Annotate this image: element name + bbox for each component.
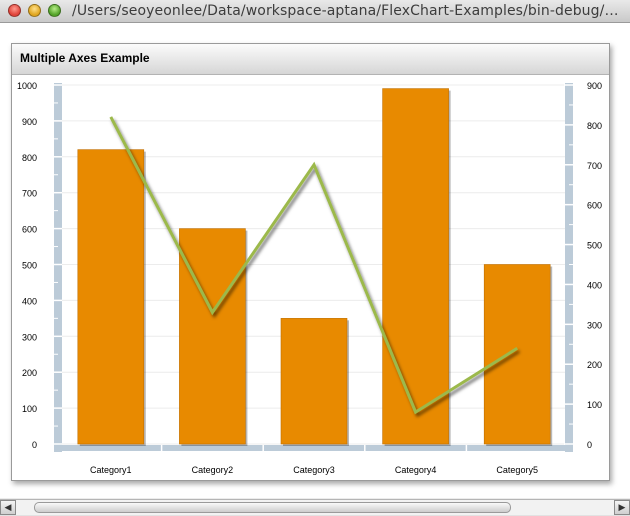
category-label: Category2 [192,465,234,475]
right-axis-tick-label: 100 [587,400,602,410]
left-axis-tick-label: 400 [22,296,37,306]
bar [281,318,347,444]
horizontal-scrollbar[interactable]: ◀ ▶ [0,499,630,516]
left-axis-tick-label: 0 [32,440,37,450]
scrollbar-thumb[interactable] [34,502,511,513]
left-axis-tick-label: 1000 [17,81,37,91]
left-axis-tick-label: 300 [22,332,37,342]
arrow-right-icon: ▶ [619,502,626,512]
arrow-left-icon: ◀ [5,502,12,512]
close-window-button[interactable] [8,4,21,17]
zoom-window-button[interactable] [48,4,61,17]
bar [78,150,144,444]
left-axis-tick-label: 200 [22,368,37,378]
category-label: Category1 [90,465,132,475]
right-axis-tick-label: 700 [587,161,602,171]
left-axis-tick-label: 900 [22,117,37,127]
scrollbar-track[interactable] [16,500,614,515]
bar [179,229,245,444]
window-titlebar[interactable]: /Users/seoyeonlee/Data/workspace-aptana/… [0,0,630,23]
left-axis-tick-label: 100 [22,404,37,414]
right-axis-tick-label: 600 [587,201,602,211]
window-title: /Users/seoyeonlee/Data/workspace-aptana/… [72,3,622,19]
category-label: Category5 [496,465,538,475]
right-axis-tick-label: 200 [587,360,602,370]
right-axis-tick-label: 900 [587,81,602,91]
bar [484,265,550,445]
scroll-right-button[interactable]: ▶ [614,500,630,515]
left-axis-tick-label: 600 [22,225,37,235]
right-axis-tick-label: 500 [587,241,602,251]
left-axis-tick-label: 800 [22,153,37,163]
scroll-left-button[interactable]: ◀ [0,500,16,515]
multiple-axes-chart: 0 100 200 300 400 500 600 700 800 900 1000 0 100 200 3… [12,44,609,480]
right-axis-tick-label: 0 [587,440,592,450]
left-axis-tick-label: 700 [22,189,37,199]
right-axis-line [565,83,573,452]
category-label: Category3 [293,465,335,475]
left-axis-tick-label: 500 [22,261,37,271]
bar [383,89,449,444]
right-axis-tick-label: 300 [587,320,602,330]
right-axis-tick-label: 800 [587,121,602,131]
right-axis-tick-label: 400 [587,280,602,290]
minimize-window-button[interactable] [28,4,41,17]
category-label: Category4 [395,465,437,475]
